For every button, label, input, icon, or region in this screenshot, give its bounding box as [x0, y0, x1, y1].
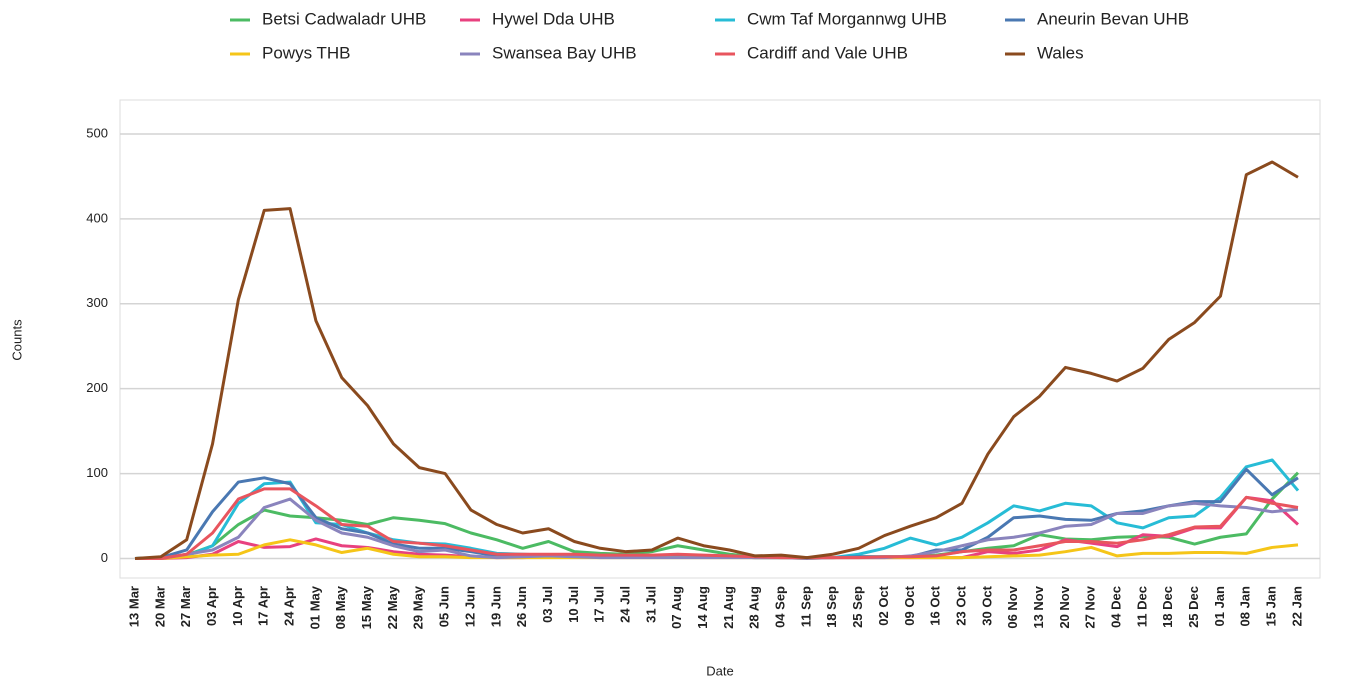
x-tick-label: 27 Mar — [178, 586, 193, 627]
y-axis-label: Counts — [9, 319, 24, 361]
x-tick-label: 01 Jan — [1212, 586, 1227, 627]
legend-label: Cwm Taf Morgannwg UHB — [747, 9, 947, 28]
x-tick-label: 22 Jan — [1289, 586, 1304, 627]
x-tick-label: 10 Apr — [230, 586, 245, 626]
x-tick-label: 05 Jun — [437, 586, 452, 627]
y-tick-label: 0 — [101, 550, 108, 565]
x-tick-label: 25 Sep — [850, 586, 865, 628]
x-tick-label: 16 Oct — [928, 585, 943, 625]
x-tick-label: 29 May — [411, 585, 426, 629]
x-tick-label: 24 Apr — [282, 586, 297, 626]
x-tick-label: 02 Oct — [876, 585, 891, 625]
x-tick-label: 13 Mar — [126, 586, 141, 627]
x-tick-label: 09 Oct — [902, 585, 917, 625]
y-tick-label: 400 — [86, 210, 108, 225]
x-tick-label: 23 Oct — [953, 585, 968, 625]
x-tick-label: 18 Sep — [824, 586, 839, 628]
x-tick-label: 08 Jan — [1238, 586, 1253, 627]
legend-label: Powys THB — [262, 43, 351, 62]
legend-label: Swansea Bay UHB — [492, 43, 637, 62]
x-tick-label: 21 Aug — [721, 586, 736, 629]
x-tick-label: 27 Nov — [1083, 585, 1098, 628]
x-tick-label: 30 Oct — [979, 585, 994, 625]
x-axis-label: Date — [706, 663, 733, 678]
x-tick-label: 01 May — [307, 585, 322, 629]
line-series — [134, 160, 1299, 560]
x-tick-label: 15 May — [359, 585, 374, 629]
x-tick-label: 20 Mar — [152, 586, 167, 627]
x-tick-label: 14 Aug — [695, 586, 710, 629]
y-tick-label: 100 — [86, 465, 108, 480]
x-tick-label: 26 Jun — [514, 586, 529, 627]
x-tick-label: 10 Jul — [566, 586, 581, 623]
x-tick-label: 25 Dec — [1186, 586, 1201, 628]
x-tick-label: 31 Jul — [643, 586, 658, 623]
x-tick-label: 15 Jan — [1264, 586, 1279, 627]
legend-label: Cardiff and Vale UHB — [747, 43, 908, 62]
line-series — [134, 471, 1300, 560]
legend-label: Betsi Cadwaladr UHB — [262, 9, 426, 28]
x-tick-label: 12 Jun — [462, 586, 477, 627]
x-tick-label: 11 Sep — [798, 586, 813, 627]
x-tick-label: 06 Nov — [1005, 585, 1020, 628]
legend-label: Wales — [1037, 43, 1084, 62]
x-tick-label: 03 Jul — [540, 586, 555, 623]
x-tick-label: 04 Dec — [1109, 586, 1124, 628]
x-tick-label: 04 Sep — [773, 586, 788, 628]
x-tick-label: 11 Dec — [1134, 586, 1149, 627]
x-tick-label: 22 May — [385, 585, 400, 629]
x-tick-label: 24 Jul — [617, 586, 632, 623]
x-tick-label: 17 Apr — [256, 586, 271, 626]
y-tick-label: 300 — [86, 295, 108, 310]
line-series — [135, 497, 1299, 560]
x-tick-label: 03 Apr — [204, 586, 219, 626]
x-tick-label: 08 May — [333, 585, 348, 629]
x-tick-label: 19 Jun — [488, 586, 503, 627]
x-tick-label: 18 Dec — [1160, 586, 1175, 628]
legend-label: Hywel Dda UHB — [492, 9, 615, 28]
x-tick-label: 20 Nov — [1057, 585, 1072, 628]
x-tick-label: 28 Aug — [747, 586, 762, 629]
plot-area — [119, 99, 1321, 579]
x-tick-label: 17 Jul — [592, 586, 607, 623]
x-tick-label: 07 Aug — [669, 586, 684, 629]
line-series — [135, 487, 1299, 560]
y-tick-label: 200 — [86, 380, 108, 395]
x-tick-label: 13 Nov — [1031, 585, 1046, 628]
legend-label: Aneurin Bevan UHB — [1037, 9, 1189, 28]
y-tick-label: 500 — [86, 125, 108, 140]
